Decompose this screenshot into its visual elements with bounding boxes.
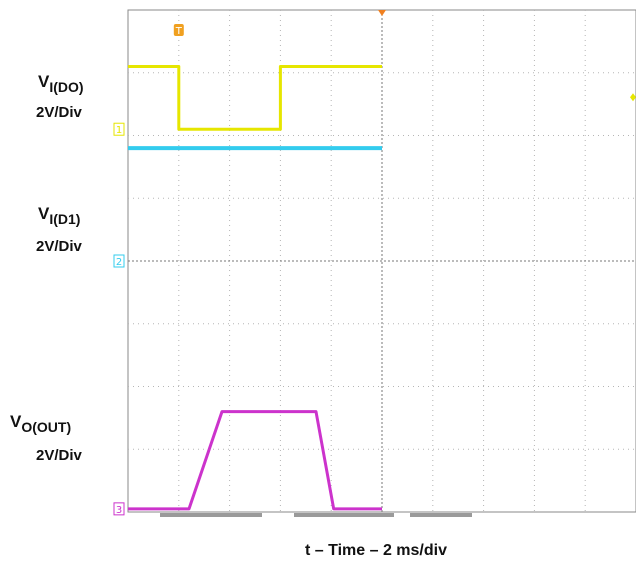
svg-text:2: 2	[116, 257, 122, 268]
series-scale-ch1: 2V/Div	[36, 104, 83, 121]
series-label-ch2: VI(D1)	[38, 204, 80, 227]
channel-marker-ch1: 1	[113, 122, 125, 136]
series-label-ch1: VI(DO)	[38, 72, 84, 95]
status-bar-1	[160, 513, 262, 517]
svg-text:3: 3	[116, 505, 122, 516]
status-bar-3	[410, 513, 472, 517]
series-line-ch3	[128, 410, 382, 511]
channel-marker-ch2: 2	[113, 254, 125, 268]
grid	[127, 9, 636, 517]
trigger-position-marker	[378, 10, 386, 16]
markers: 1 2 3 T	[113, 10, 636, 516]
svg-text:1: 1	[116, 125, 122, 136]
traces	[128, 65, 382, 511]
trigger-marker: T	[173, 24, 184, 37]
series-label-ch3: VO(OUT)	[10, 412, 71, 435]
channel-marker-ch3: 3	[113, 502, 125, 516]
x-axis-label: t – Time – 2 ms/div	[305, 542, 447, 559]
series-line-ch1	[128, 65, 382, 131]
status-bar-2	[294, 513, 394, 517]
series-scale-ch2: 2V/Div	[36, 238, 83, 255]
trigger-level-marker	[630, 93, 636, 102]
svg-text:T: T	[175, 26, 183, 37]
series-scale-ch3: 2V/Div	[36, 447, 83, 464]
